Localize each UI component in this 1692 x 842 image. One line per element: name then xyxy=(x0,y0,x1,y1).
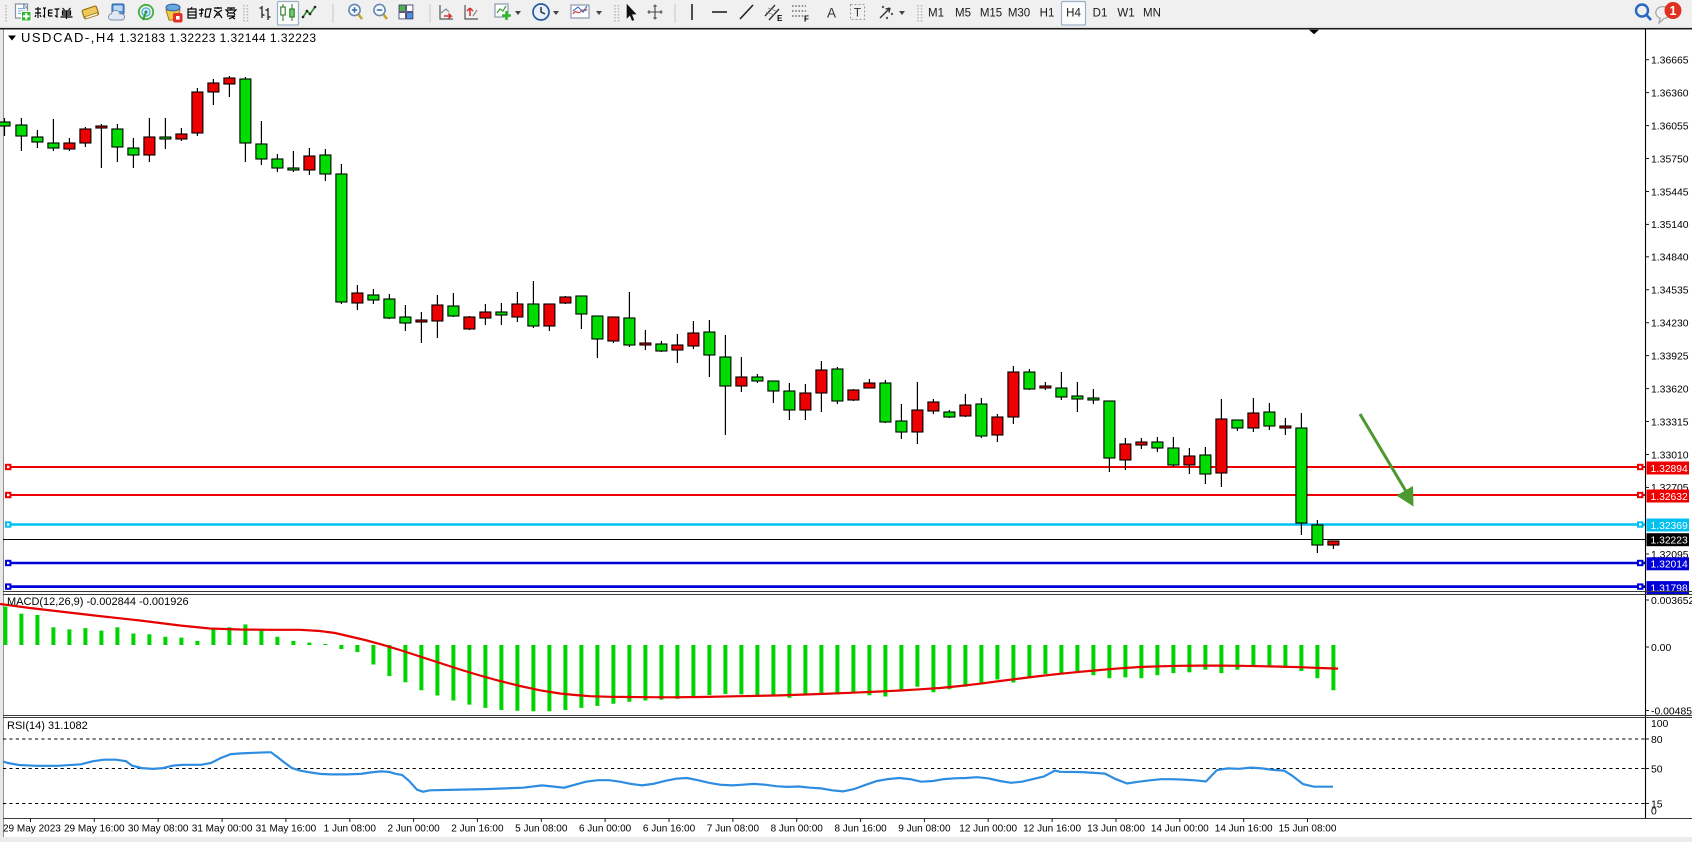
svg-text:0.00: 0.00 xyxy=(1651,643,1671,654)
svg-text:USDCAD-,H4: USDCAD-,H4 xyxy=(21,30,115,45)
svg-text:0.003652: 0.003652 xyxy=(1651,596,1692,607)
svg-text:12 Jun 00:00: 12 Jun 00:00 xyxy=(959,824,1017,835)
svg-text:14 Jun 00:00: 14 Jun 00:00 xyxy=(1151,824,1209,835)
svg-text:MN: MN xyxy=(1143,8,1161,20)
svg-text:E: E xyxy=(777,14,783,23)
svg-text:29 May 2023: 29 May 2023 xyxy=(3,824,61,835)
svg-text:13 Jun 08:00: 13 Jun 08:00 xyxy=(1087,824,1145,835)
svg-text:5 Jun 08:00: 5 Jun 08:00 xyxy=(515,824,568,835)
svg-text:F: F xyxy=(804,15,809,24)
svg-text:M1: M1 xyxy=(928,8,944,20)
svg-text:RSI(14) 31.1082: RSI(14) 31.1082 xyxy=(7,720,88,732)
svg-text:T: T xyxy=(854,6,862,20)
svg-text:1.35140: 1.35140 xyxy=(1651,220,1689,231)
svg-text:6 Jun 00:00: 6 Jun 00:00 xyxy=(579,824,632,835)
svg-text:1.36665: 1.36665 xyxy=(1651,56,1689,67)
svg-text:H4: H4 xyxy=(1066,8,1081,20)
svg-text:1.35445: 1.35445 xyxy=(1651,187,1689,198)
svg-text:M15: M15 xyxy=(980,8,1002,20)
svg-text:1.32632: 1.32632 xyxy=(1651,492,1688,503)
svg-text:1.32014: 1.32014 xyxy=(1651,560,1688,571)
svg-text:8 Jun 00:00: 8 Jun 00:00 xyxy=(771,824,824,835)
svg-text:-0.004851: -0.004851 xyxy=(1651,706,1692,717)
svg-text:1.34840: 1.34840 xyxy=(1651,253,1689,264)
svg-text:8 Jun 16:00: 8 Jun 16:00 xyxy=(834,824,887,835)
svg-text:2 Jun 16:00: 2 Jun 16:00 xyxy=(451,824,504,835)
svg-text:1.32369: 1.32369 xyxy=(1651,521,1688,532)
svg-text:W1: W1 xyxy=(1117,8,1134,20)
svg-text:15 Jun 08:00: 15 Jun 08:00 xyxy=(1279,824,1337,835)
svg-text:1.32894: 1.32894 xyxy=(1651,464,1688,475)
svg-text:14 Jun 16:00: 14 Jun 16:00 xyxy=(1215,824,1273,835)
svg-text:1.31798: 1.31798 xyxy=(1651,583,1688,594)
svg-text:M30: M30 xyxy=(1008,8,1030,20)
svg-text:H1: H1 xyxy=(1040,8,1055,20)
svg-text:1.34230: 1.34230 xyxy=(1651,319,1689,330)
svg-text:1.33010: 1.33010 xyxy=(1651,450,1689,461)
svg-text:31 May 00:00: 31 May 00:00 xyxy=(192,824,253,835)
svg-text:7 Jun 08:00: 7 Jun 08:00 xyxy=(707,824,760,835)
svg-text:2 Jun 00:00: 2 Jun 00:00 xyxy=(387,824,440,835)
svg-text:1.32095: 1.32095 xyxy=(1651,550,1689,561)
svg-text:1 Jun 08:00: 1 Jun 08:00 xyxy=(324,824,377,835)
svg-text:1.32705: 1.32705 xyxy=(1651,483,1689,494)
svg-text:1.33620: 1.33620 xyxy=(1651,384,1689,395)
svg-text:0: 0 xyxy=(1651,806,1657,817)
svg-text:1.36055: 1.36055 xyxy=(1651,121,1689,132)
svg-text:1.32183 1.32223 1.32144 1.3222: 1.32183 1.32223 1.32144 1.32223 xyxy=(119,31,316,45)
svg-text:1.33315: 1.33315 xyxy=(1651,417,1689,428)
svg-text:30 May 08:00: 30 May 08:00 xyxy=(128,824,189,835)
svg-text:6 Jun 16:00: 6 Jun 16:00 xyxy=(643,824,696,835)
svg-text:1: 1 xyxy=(1670,4,1677,18)
svg-text:1.32223: 1.32223 xyxy=(1651,536,1688,547)
svg-text:29 May 16:00: 29 May 16:00 xyxy=(64,824,125,835)
svg-text:1.33925: 1.33925 xyxy=(1651,351,1689,362)
svg-text:MACD(12,26,9) -0.002844 -0.001: MACD(12,26,9) -0.002844 -0.001926 xyxy=(7,596,189,608)
svg-text:15: 15 xyxy=(1651,799,1663,810)
svg-text:100: 100 xyxy=(1651,719,1669,730)
svg-text:M5: M5 xyxy=(955,8,971,20)
svg-text:31 May 16:00: 31 May 16:00 xyxy=(256,824,317,835)
svg-text:1.34535: 1.34535 xyxy=(1651,286,1689,297)
svg-text:A: A xyxy=(827,6,836,21)
svg-text:80: 80 xyxy=(1651,735,1663,746)
svg-text:12 Jun 16:00: 12 Jun 16:00 xyxy=(1023,824,1081,835)
svg-text:9 Jun 08:00: 9 Jun 08:00 xyxy=(898,824,951,835)
svg-text:50: 50 xyxy=(1651,764,1663,775)
svg-text:D1: D1 xyxy=(1093,8,1108,20)
svg-text:1.35750: 1.35750 xyxy=(1651,154,1689,165)
svg-text:1.36360: 1.36360 xyxy=(1651,88,1689,99)
